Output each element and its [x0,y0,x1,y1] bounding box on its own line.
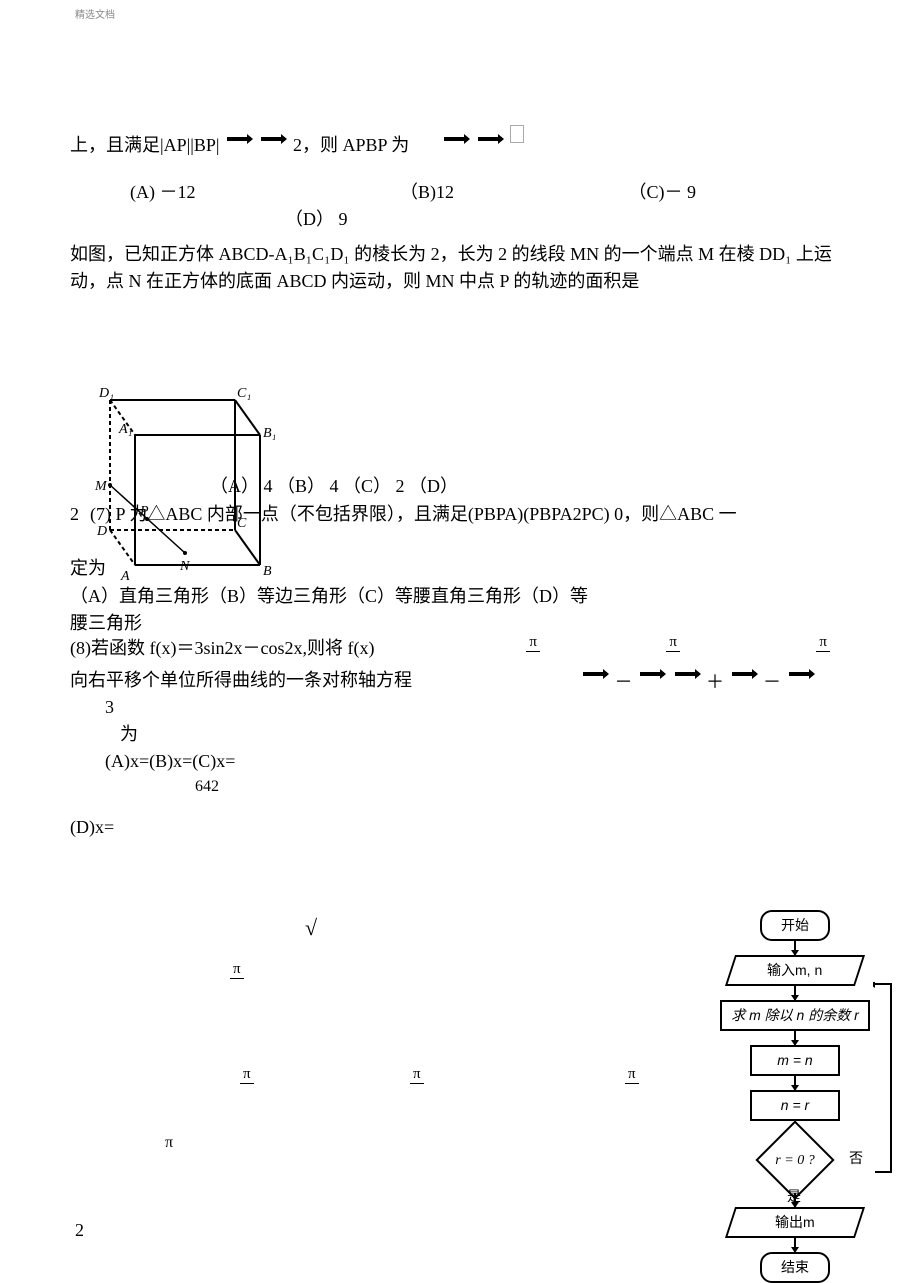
vector-arrow-icon [789,672,813,676]
fc-arrow-icon [794,1193,796,1207]
minus: － [615,672,633,692]
vector-arrow-icon [675,672,699,676]
choice-d: （D） 9 [285,206,348,233]
fc-assign2: n = r [750,1090,840,1121]
q7-text-b: 定为 [70,555,106,582]
choices-row-1: (A) －12 （B)12 （C)－ 9 （D） 9 [70,179,850,233]
svg-text:A: A [120,569,130,584]
fc-input: 输入m, n [725,955,865,986]
cube-problem-text: 如图，已知正方体 ABCD-A₁B₁C₁D₁ 的棱长为 2，长为 2 的线段 M… [70,241,850,295]
fc-feedback-line [873,982,893,1177]
pi-frac: π [240,1066,254,1100]
choice-b: （B)12 [400,179,454,206]
pi-symbol: π [165,1131,173,1155]
choice-a: (A) －12 [130,179,196,206]
plus: ＋ [706,672,724,692]
q7-pre: 2 [70,501,79,528]
watermark: 精选文档 [75,8,115,23]
text: 2，则 APBP 为 [293,135,409,155]
pi-frac: π [666,634,680,668]
vector-arrow-icon [261,137,285,141]
svg-text:B₁: B₁ [263,426,275,441]
text: 上，且满足|AP||BP| [70,135,219,155]
svg-text:A₁: A₁ [118,422,132,437]
fc-arrow-icon [794,1076,796,1090]
q8-e: (A)x=(B)x=(C)x= [105,748,850,775]
minus: － [763,672,781,692]
fc-output: 输出m [725,1207,865,1238]
q8-section: (8)若函数 f(x)＝3sin2x－cos2x,则将 f(x) π π π 向… [70,635,850,841]
pi-frac: π [230,961,244,995]
q8-line-a: (8)若函数 f(x)＝3sin2x－cos2x,则将 f(x) [70,635,850,662]
fc-arrow-icon [794,1238,796,1252]
vector-arrow-icon [583,672,607,676]
q8-g: (D)x= [70,814,850,841]
page-number: 2 [75,1217,84,1244]
fc-start: 开始 [760,910,830,941]
svg-text:C₁: C₁ [237,386,251,401]
q8-d: 为 [120,721,850,748]
flowchart: 开始 输入m, n 求 m 除以 n 的余数 r m = n n = r r =… [705,910,885,1283]
svg-text:B: B [263,564,272,579]
fc-end: 结束 [760,1252,830,1283]
fc-calc: 求 m 除以 n 的余数 r [720,1000,870,1031]
pi-frac: π [625,1066,639,1100]
sqrt-symbol: √ [305,911,317,944]
q6-choices: （A） 4 （B） 4 （C） 2 （D） [210,473,458,500]
q8-c: 3 [105,694,850,721]
fc-arrow-icon [794,1031,796,1045]
pi-frac: π [410,1066,424,1100]
svg-text:D₁: D₁ [98,386,114,401]
fc-arrow-icon [794,941,796,955]
svg-text:N: N [179,559,190,574]
fc-arrow-icon [794,986,796,1000]
q8-f: 642 [195,775,850,799]
arrow-group: － ＋ － [580,667,850,696]
pi-frac: π [526,634,540,668]
vector-arrow-icon [227,137,251,141]
vector-arrow-icon [478,137,502,141]
vector-arrow-icon [444,137,468,141]
cube-figure-section: D₁ C₁ A₁ B₁ D C A B M N P （A） 4 （B） 4 （C… [70,375,850,615]
choice-c: （C)－ 9 [629,179,697,206]
fc-assign1: m = n [750,1045,840,1076]
q-line-1: 上，且满足|AP||BP| 2，则 APBP 为 [70,125,850,159]
vector-arrow-icon [640,672,664,676]
svg-text:M: M [94,479,108,494]
blank-box-icon [510,125,524,143]
vector-arrow-icon [732,672,756,676]
fc-decision: r = 0 ? 否 是 [755,1135,835,1185]
pi-frac: π [816,634,830,668]
q7-choices: （A）直角三角形（B）等边三角形（C）等腰直角三角形（D）等腰三角形 [70,583,590,637]
q7-text-a: (7) P 为△ABC 内部一点（不包括界限），且满足(PBPA)(PBPA2P… [90,501,870,528]
fc-no-label: 否 [849,1149,863,1170]
